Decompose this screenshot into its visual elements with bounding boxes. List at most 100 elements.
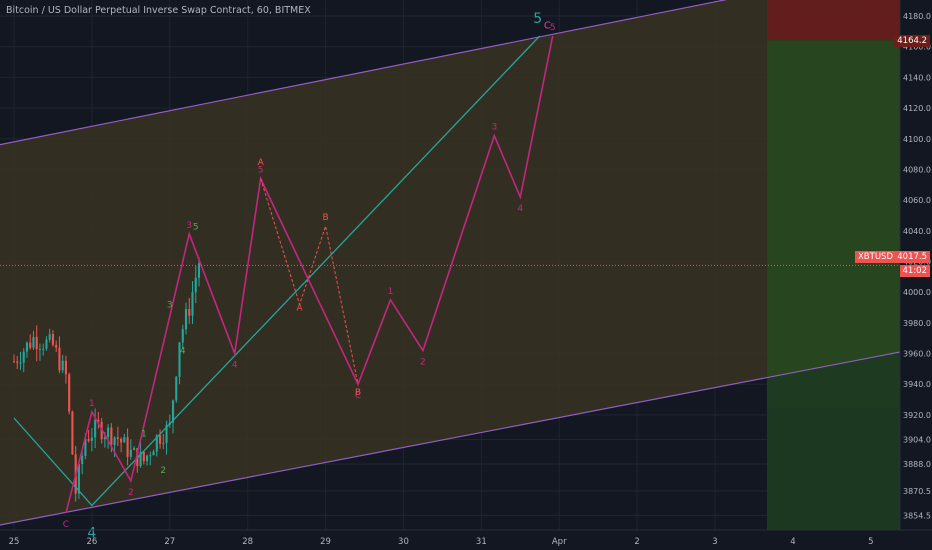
wave-label-secondary: 5 (258, 166, 264, 176)
candle-body (84, 439, 87, 456)
countdown-badge: 41:02 (899, 265, 930, 277)
candle-body (45, 339, 48, 349)
candle-body (197, 263, 201, 278)
current-price-badge: 4017.5 (894, 251, 930, 263)
wave-label-secondary: 5 (550, 23, 556, 33)
wave-label-primary: 4 (87, 525, 96, 541)
price-tick: 3870.5 (903, 487, 931, 496)
candle-body (181, 329, 184, 343)
candle-body (142, 451, 145, 462)
candle-body (188, 309, 191, 316)
wave-label-primary: 5 (533, 11, 542, 27)
candle-body (87, 439, 90, 441)
channel-upper-line (0, 0, 728, 146)
candle-body (68, 374, 71, 412)
candle-body (77, 463, 80, 494)
wave-label-teal: 2 (160, 466, 166, 476)
candle-body (152, 451, 155, 456)
price-tick: 4060.0 (903, 196, 931, 205)
candle-body (61, 360, 64, 371)
candle-body (90, 437, 93, 441)
candle-body (149, 455, 152, 457)
candle-body (94, 419, 97, 438)
candle-body (35, 336, 38, 350)
price-tick: 4120.0 (903, 104, 931, 113)
channel-lower-line (0, 345, 932, 526)
wave-label-secondary: C (63, 520, 69, 530)
wave-label-secondary: C (355, 391, 361, 401)
candle-body (126, 437, 129, 457)
candle-body (158, 435, 162, 444)
candle-body (175, 376, 178, 401)
candle-body (97, 419, 100, 422)
time-tick: Apr (552, 537, 567, 547)
price-tick: 4040.0 (903, 227, 931, 236)
candle-body (103, 436, 106, 440)
wave-label-secondary: 4 (517, 204, 523, 214)
candle-body (139, 451, 142, 467)
secondary-wave-line (65, 35, 554, 514)
wave-label-corrective: A (258, 158, 265, 168)
candle-body (129, 449, 132, 457)
candle-body (191, 292, 194, 316)
candle-body (42, 348, 45, 350)
candle-body (123, 437, 126, 443)
wave-label-secondary: 3 (491, 123, 497, 133)
price-tick: 3960.0 (903, 350, 931, 359)
chart-title: Bitcoin / US Dollar Perpetual Inverse Sw… (6, 5, 311, 16)
candle-body (165, 424, 168, 444)
wave-label-secondary: 1 (388, 287, 394, 297)
candle-body (107, 427, 110, 437)
profit-zone (766, 40, 900, 408)
channel-fill (0, 0, 767, 526)
wave-label-corrective: B (355, 388, 361, 398)
time-tick: 2 (634, 537, 639, 547)
candle-body (58, 347, 61, 371)
price-tick: 3920.0 (903, 411, 931, 420)
price-tick: 4000.0 (903, 288, 931, 297)
target-zone (766, 0, 900, 41)
time-tick: 30 (398, 537, 409, 547)
candle-body (16, 361, 19, 363)
wave-label-teal: 5 (193, 222, 199, 232)
price-tick: 3904.0 (903, 435, 931, 444)
candle-body (55, 344, 58, 348)
candle-body (194, 277, 197, 293)
current-symbol-badge: XBTUSD (854, 251, 896, 263)
candle-body (81, 455, 84, 464)
primary-wave-line (13, 35, 541, 507)
candle-body (25, 342, 29, 352)
price-tick: 3854.5 (903, 511, 931, 520)
price-tick: 3940.0 (903, 380, 931, 389)
time-tick: 28 (242, 537, 253, 547)
time-tick: 25 (9, 537, 20, 547)
candle-body (12, 361, 16, 363)
target-price-badge: 4164.2 (894, 35, 930, 47)
candle-body (71, 411, 74, 455)
wave-label-teal: 3 (167, 301, 173, 311)
time-tick: 3 (712, 537, 717, 547)
candle-body (116, 437, 119, 439)
price-tick: 4080.0 (903, 165, 931, 174)
wave-label-teal: 4 (180, 347, 186, 357)
wave-label-corrective: A (297, 304, 304, 314)
wave-label-secondary: 1 (89, 399, 95, 409)
candle-body (19, 362, 22, 364)
wave-label-secondary: 3 (186, 221, 192, 231)
price-tick: 3888.0 (903, 460, 931, 469)
wave-label-secondary: 4 (232, 361, 238, 371)
candle-body (155, 435, 158, 452)
time-tick: 29 (320, 537, 331, 547)
candles (12, 257, 201, 502)
candle-body (51, 334, 54, 345)
wave-label-corrective: B (322, 213, 328, 223)
candle-body (113, 437, 116, 445)
price-tick: 4160.0 (903, 43, 931, 52)
candle-body (22, 351, 25, 363)
time-tick: 4 (790, 537, 795, 547)
candle-body (171, 400, 175, 423)
price-tick: 4140.0 (903, 73, 931, 82)
candle-body (133, 448, 136, 450)
